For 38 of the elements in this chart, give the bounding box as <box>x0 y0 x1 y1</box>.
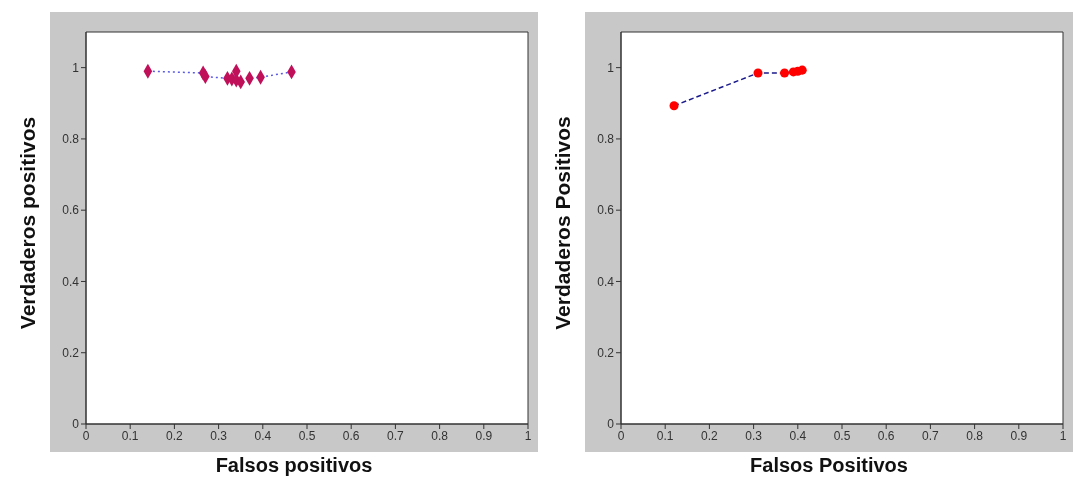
y-tick-label: 1 <box>607 60 615 75</box>
x-tick-label: 0.1 <box>121 428 139 443</box>
x-tick-label: 0.8 <box>966 428 984 443</box>
x-tick-label: 0.2 <box>701 428 719 443</box>
x-tick-label: 0.9 <box>1010 428 1028 443</box>
x-tick-label: 0.7 <box>387 428 405 443</box>
x-tick-label: 0 <box>82 428 90 443</box>
x-axis-title: Falsos Positivos <box>749 454 909 477</box>
x-tick-label: 0.5 <box>298 428 316 443</box>
x-tick-label: 0.1 <box>656 428 674 443</box>
x-tick-label: 0.3 <box>745 428 763 443</box>
y-tick-label: 0.2 <box>62 345 80 360</box>
x-tick-label: 0.9 <box>475 428 493 443</box>
y-tick-label: 0.4 <box>597 274 615 289</box>
x-tick-label: 0.4 <box>789 428 807 443</box>
y-tick-label: 0.6 <box>597 203 615 218</box>
y-tick-label: 0 <box>607 417 615 432</box>
x-tick-label: 0.8 <box>431 428 449 443</box>
y-tick-label: 0.8 <box>62 132 80 147</box>
y-tick-label: 0 <box>72 417 80 432</box>
x-axis-title: Falsos positivos <box>214 454 374 477</box>
x-tick-label: 0.5 <box>833 428 851 443</box>
x-tick-label: 0.4 <box>254 428 272 443</box>
y-axis-title: Verdaderos Positivos <box>551 116 575 330</box>
y-tick-label: 0.8 <box>597 132 615 147</box>
x-tick-label: 1 <box>1059 428 1067 443</box>
x-tick-label: 0.6 <box>877 428 895 443</box>
y-tick-label: 0.2 <box>597 345 615 360</box>
x-tick-label: 0.3 <box>210 428 228 443</box>
y-axis-title: Verdaderos positivos <box>16 116 40 330</box>
y-tick-label: 1 <box>72 60 80 75</box>
y-tick-label: 0.6 <box>62 203 80 218</box>
x-tick-label: 0.7 <box>922 428 940 443</box>
x-tick-label: 0 <box>617 428 625 443</box>
y-tick-label: 0.4 <box>62 274 80 289</box>
x-tick-label: 0.6 <box>342 428 360 443</box>
x-tick-label: 1 <box>524 428 532 443</box>
x-tick-label: 0.2 <box>166 428 184 443</box>
